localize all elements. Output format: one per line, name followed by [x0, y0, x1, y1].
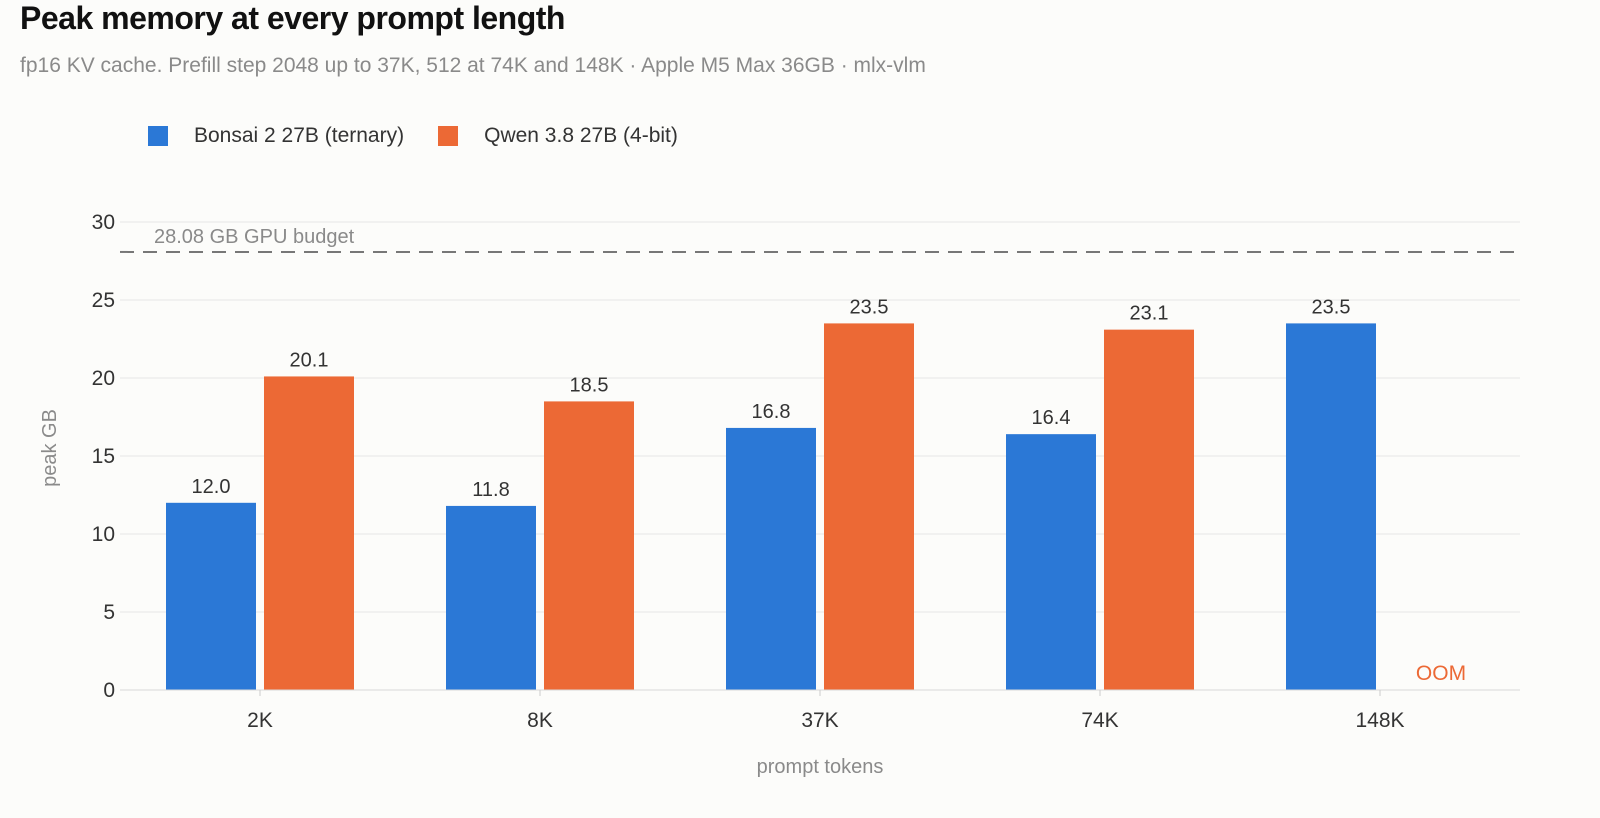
legend-swatch-bonsai [148, 126, 168, 146]
x-tick-label-37k: 37K [801, 709, 838, 732]
bar-label-bonsai-37k: 16.8 [752, 401, 791, 423]
bars [166, 323, 1376, 690]
legend-item-qwen: Qwen 3.8 27B (4-bit) [438, 124, 678, 148]
bar-bonsai-148k [1286, 323, 1376, 690]
gpu-budget-label: 28.08 GB GPU budget [154, 226, 355, 248]
chart-subtitle: fp16 KV cache. Prefill step 2048 up to 3… [20, 54, 926, 77]
y-tick-label-0: 0 [103, 679, 115, 702]
legend-item-bonsai: Bonsai 2 27B (ternary) [148, 124, 404, 148]
bar-bonsai-2k [166, 502, 256, 690]
x-tick-label-74k: 74K [1081, 709, 1118, 732]
bar-label-qwen-8k: 18.5 [570, 374, 609, 396]
bar-qwen-37k [824, 323, 914, 690]
legend: Bonsai 2 27B (ternary) Qwen 3.8 27B (4-b… [148, 124, 712, 148]
y-tick-label-30: 30 [92, 211, 115, 234]
bar-label-bonsai-74k: 16.4 [1032, 407, 1071, 429]
x-tick-label-2k: 2K [247, 709, 273, 732]
bar-label-qwen-74k: 23.1 [1130, 303, 1169, 325]
y-axis-title: peak GB [39, 409, 61, 487]
bar-bonsai-37k [726, 427, 816, 690]
y-tick-label-5: 5 [103, 601, 115, 624]
bar-label-bonsai-148k: 23.5 [1312, 296, 1351, 318]
y-tick-label-15: 15 [92, 445, 115, 468]
axes: 0 5 10 15 20 25 30 2K 8K 37K 74K 148K prompt tokens p… [39, 211, 1520, 778]
reference-line-group: 28.08 GB GPU budget [120, 226, 1520, 253]
bar-qwen-74k [1104, 329, 1194, 690]
bar-bonsai-74k [1006, 434, 1096, 690]
y-tick-label-25: 25 [92, 289, 115, 312]
bar-qwen-2k [264, 376, 354, 690]
bar-bonsai-8k [446, 505, 536, 690]
oom-label-qwen-148k: OOM [1416, 662, 1466, 685]
bar-qwen-8k [544, 401, 634, 690]
bar-label-qwen-2k: 20.1 [290, 349, 329, 371]
legend-label-bonsai: Bonsai 2 27B (ternary) [194, 124, 405, 147]
chart-title: Peak memory at every prompt length [20, 0, 565, 36]
bar-label-bonsai-8k: 11.8 [472, 479, 509, 501]
bar-label-qwen-37k: 23.5 [850, 296, 889, 318]
y-tick-label-10: 10 [92, 523, 115, 546]
bar-labels: 12.0 20.1 11.8 18.5 16.8 23.5 16.4 23.1 23.5 OOM [192, 296, 1467, 685]
x-tick-label-148k: 148K [1355, 709, 1404, 732]
x-tick-label-8k: 8K [527, 709, 553, 732]
legend-swatch-qwen [438, 126, 459, 146]
bar-label-bonsai-2k: 12.0 [192, 476, 231, 498]
x-axis-title: prompt tokens [757, 756, 884, 778]
legend-label-qwen: Qwen 3.8 27B (4-bit) [484, 124, 678, 147]
y-tick-label-20: 20 [92, 367, 115, 390]
